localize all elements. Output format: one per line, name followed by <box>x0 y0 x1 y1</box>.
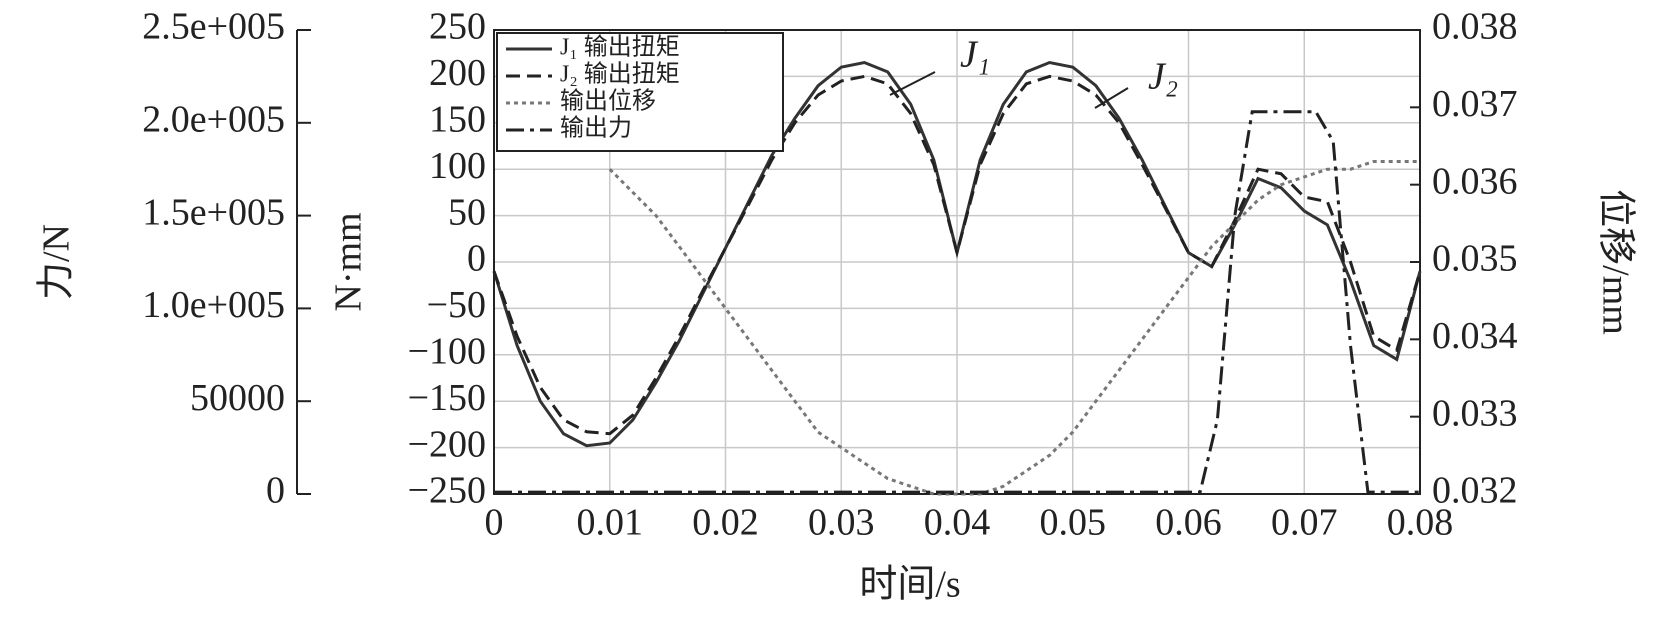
x-tick-label: 0.07 <box>1271 502 1338 544</box>
y3-tick-label: 2.0e+005 <box>142 99 285 141</box>
y-tick-label: −150 <box>408 377 486 419</box>
y-tick-label: −100 <box>408 331 486 373</box>
y2-tick-label: 0.033 <box>1432 392 1518 434</box>
x-tick-label: 0.08 <box>1387 502 1454 544</box>
legend-label: 输出力 <box>560 115 632 142</box>
y3-tick-label: 2.5e+005 <box>142 6 285 48</box>
y3-axis-title: 力/N <box>36 224 78 300</box>
series-line <box>492 74 1422 436</box>
annotation-leader <box>889 71 936 96</box>
y2-tick-label: 0.034 <box>1432 315 1518 357</box>
y-tick-label: −50 <box>427 284 486 326</box>
y-tick-label: 200 <box>429 52 486 94</box>
y2-tick-label: 0.037 <box>1432 83 1518 125</box>
y2-axis-title: 位移/mm <box>1594 189 1636 335</box>
legend-label: J₂ 输出扭矩 <box>560 61 680 88</box>
x-axis-title: 时间/s <box>859 564 960 606</box>
y3-tick-label: 50000 <box>190 377 285 419</box>
x-tick-label: 0.05 <box>1040 502 1107 544</box>
x-tick-label: 0 <box>485 502 504 544</box>
annotation-leader <box>1094 87 1129 109</box>
y-tick-label: −200 <box>408 423 486 465</box>
x-tick-label: 0.01 <box>577 502 644 544</box>
annotation: J₂ <box>1148 56 1178 98</box>
y3-tick-label: 1.0e+005 <box>142 284 285 326</box>
y-tick-label: 100 <box>429 145 486 187</box>
y2-tick-label: 0.036 <box>1432 160 1518 202</box>
y-tick-label: 50 <box>448 191 486 233</box>
y-tick-label: −250 <box>408 470 486 512</box>
y-tick-label: 250 <box>429 6 486 48</box>
y2-tick-label: 0.035 <box>1432 238 1518 280</box>
legend-label: J₁ 输出扭矩 <box>560 34 680 61</box>
annotation: J₁ <box>960 34 990 76</box>
y2-tick-label: 0.038 <box>1432 6 1518 48</box>
y-tick-label: 150 <box>429 99 486 141</box>
series-line <box>494 110 1420 494</box>
y2-tick-label: 0.032 <box>1432 470 1518 512</box>
y-axis-title: N·mm <box>328 212 370 311</box>
x-tick-label: 0.04 <box>924 502 991 544</box>
x-tick-label: 0.02 <box>692 502 759 544</box>
series-line <box>608 160 1420 496</box>
y3-tick-label: 0 <box>266 470 285 512</box>
y-tick-label: 0 <box>467 238 486 280</box>
x-tick-label: 0.03 <box>808 502 875 544</box>
y3-tick-label: 1.5e+005 <box>142 191 285 233</box>
x-tick-label: 0.06 <box>1155 502 1222 544</box>
legend-label: 输出位移 <box>560 88 656 115</box>
